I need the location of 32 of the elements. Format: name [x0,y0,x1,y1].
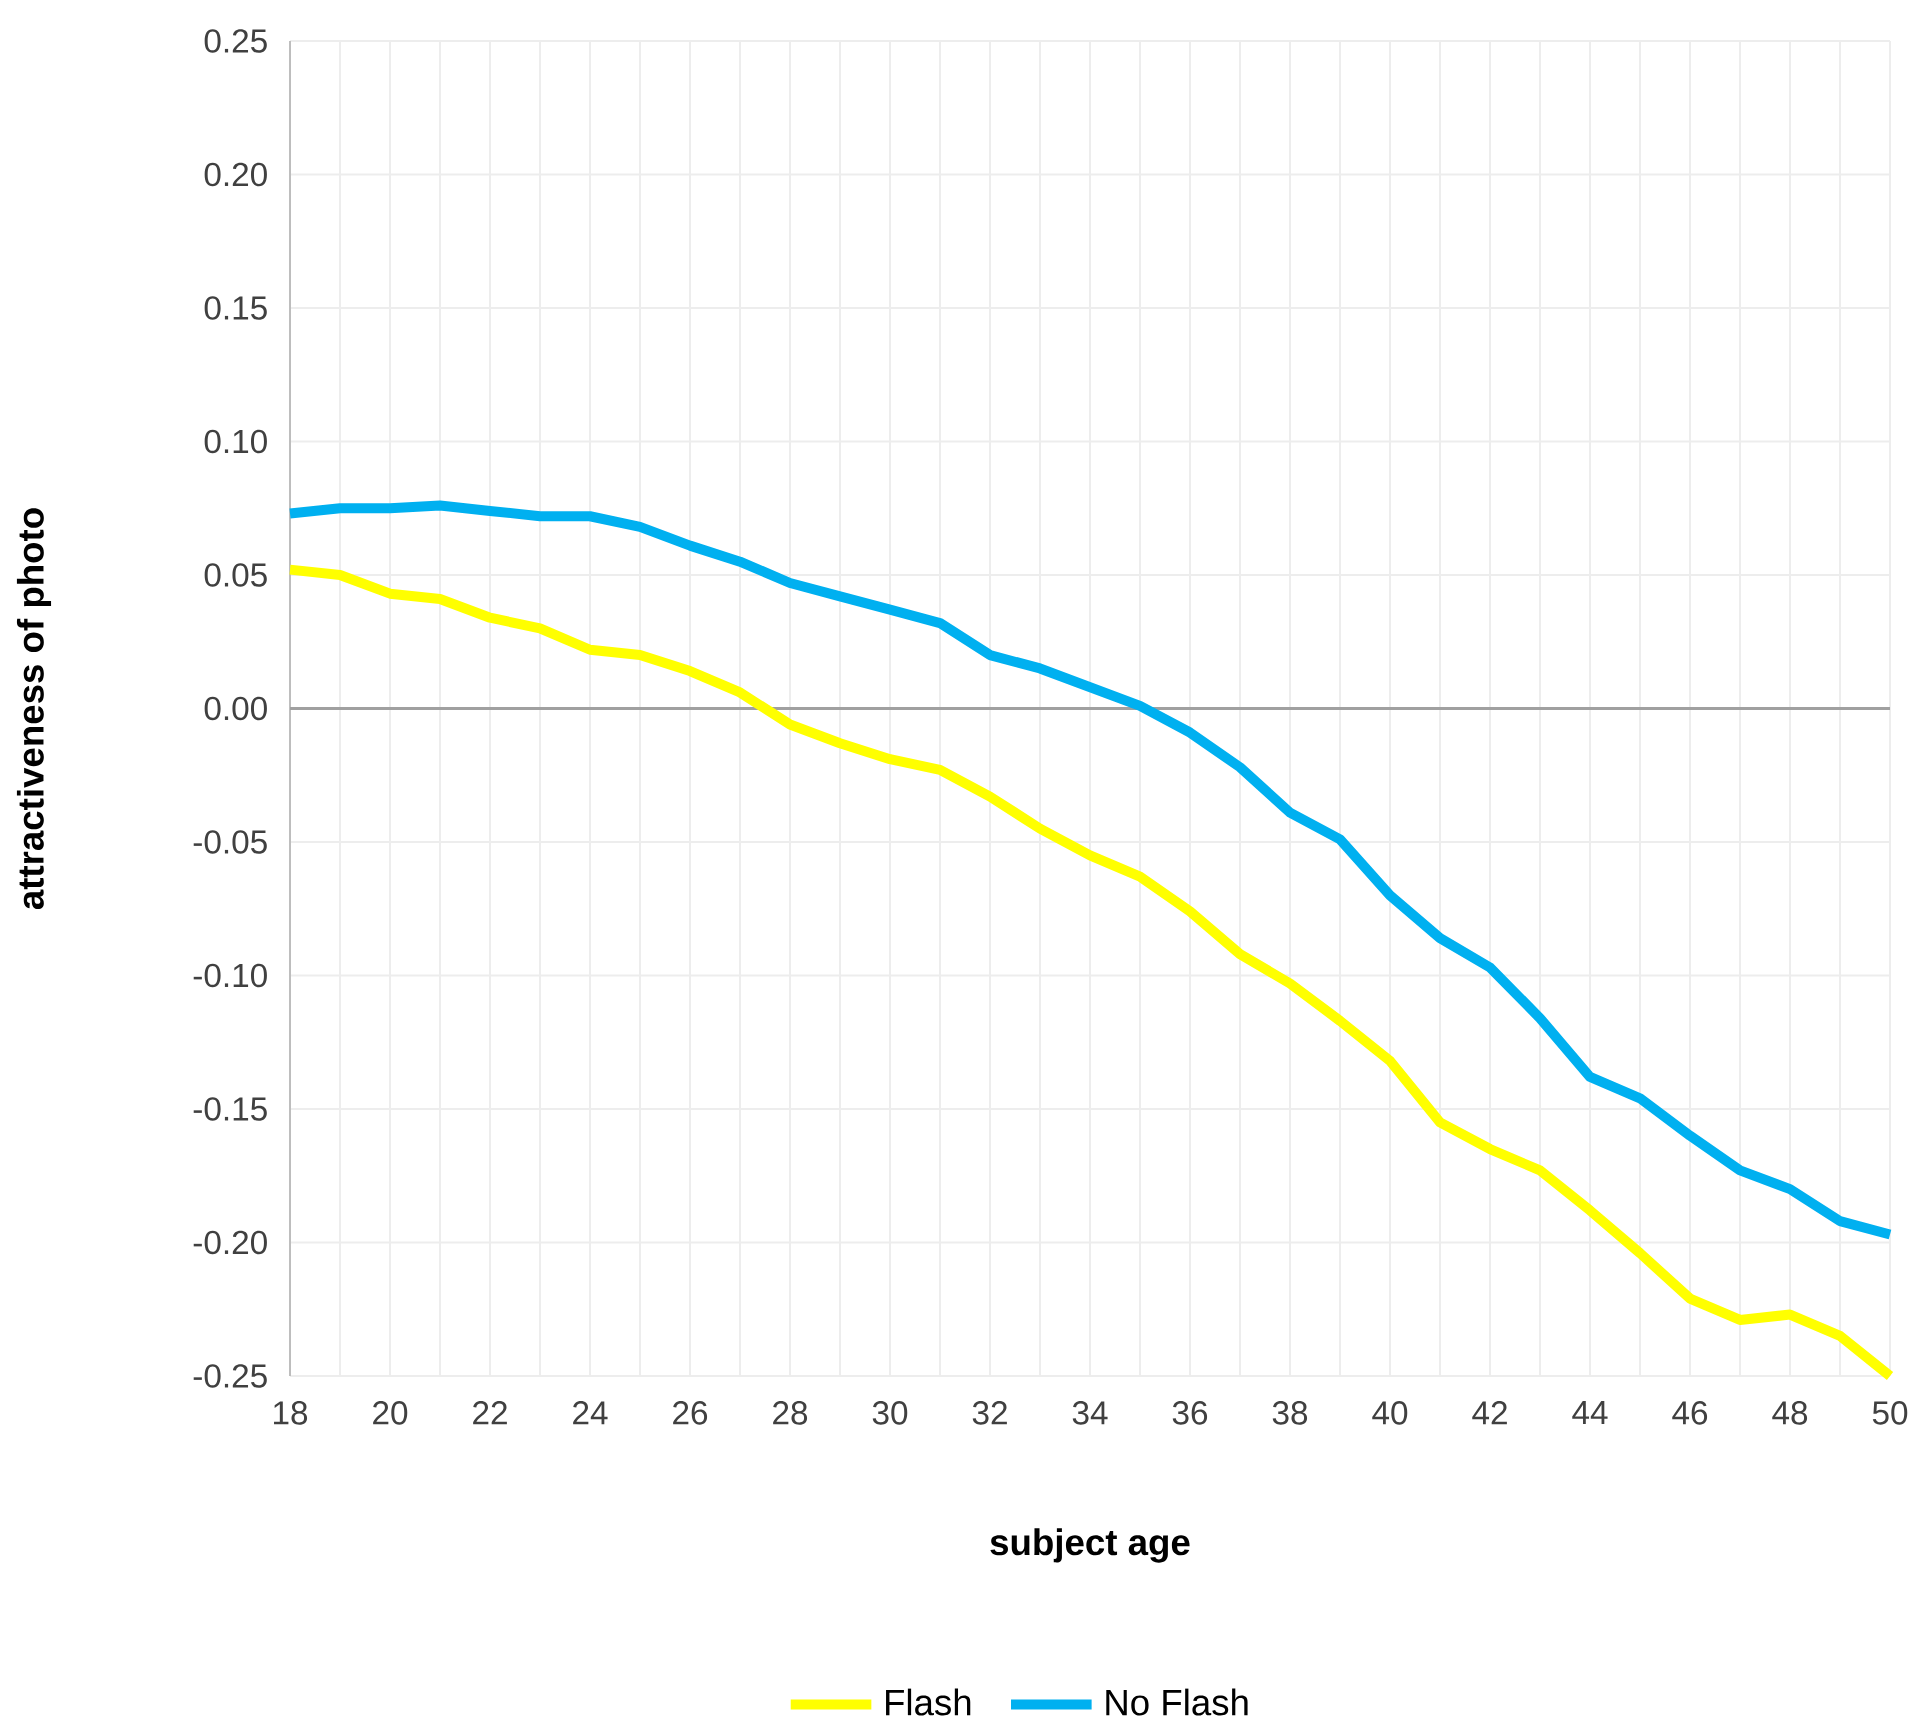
y-tick-label: -0.25 [193,1364,267,1388]
y-tick-label: -0.15 [193,1097,267,1121]
legend-label: Flash [886,1688,971,1716]
x-tick-label: 30 [872,1401,908,1425]
y-tick-label: 0.00 [204,696,267,721]
x-tick-label: 46 [1672,1401,1708,1425]
x-tick-label: 44 [1572,1401,1608,1425]
x-tick-label: 18 [274,1401,308,1425]
y-tick-label: -0.20 [193,1230,267,1255]
legend-label: No Flash [1106,1688,1248,1716]
y-axis-title: attractiveness of photo [16,508,52,910]
x-tick-label: 26 [673,1401,708,1425]
y-tick-label: 0.10 [204,429,267,454]
x-tick-label: 50 [1872,1401,1908,1425]
x-tick-label: 38 [1272,1401,1308,1425]
x-tick-label: 32 [972,1401,1007,1425]
x-tick-label: 22 [473,1401,507,1425]
x-tick-label: 20 [373,1401,408,1425]
y-tick-label: 0.05 [204,563,267,587]
y-tick-label: -0.10 [193,963,267,988]
y-tick-label: -0.05 [193,830,267,854]
x-tick-label: 28 [773,1401,808,1425]
x-tick-label: 36 [1172,1401,1208,1425]
y-tick-label: 0.25 [204,29,267,53]
y-tick-label: 0.20 [204,162,267,187]
x-tick-label: 24 [573,1401,608,1425]
x-tick-label: 34 [1072,1401,1108,1425]
x-tick-label: 42 [1472,1401,1507,1425]
y-tick-label: 0.15 [204,296,267,320]
x-axis-title: subject age [990,1528,1190,1563]
x-tick-label: 40 [1372,1401,1408,1425]
x-tick-label: 48 [1772,1401,1808,1425]
